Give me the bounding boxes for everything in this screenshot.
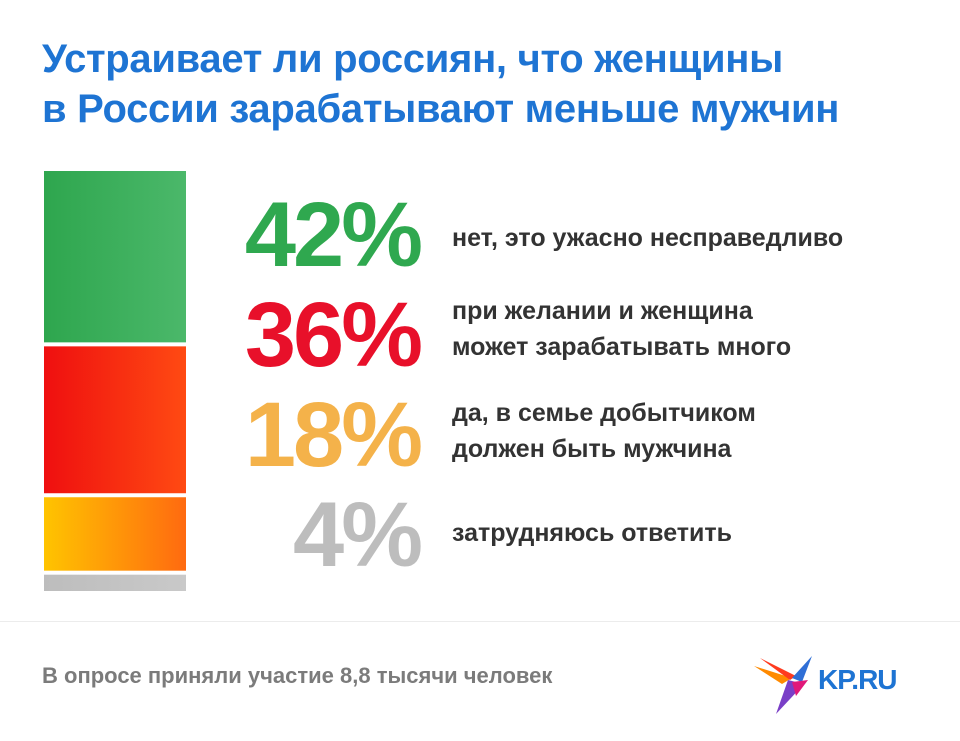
answer-label-2: при желании и женщина может зарабатывать… [452,293,932,365]
answer-label-4: затрудняюсь ответить [452,515,932,551]
bar-segment-no [44,171,186,343]
bar-segment-hard-to-say [44,574,186,591]
stacked-bar [44,171,186,591]
value-label-42: 42% [244,184,423,286]
footer-divider [0,621,960,622]
bar-segment-can-earn [44,346,186,494]
footer-note: В опросе приняли участие 8,8 тысячи чело… [42,663,553,688]
value-label-18: 18% [244,384,423,486]
bar-segment-yes [44,497,186,571]
value-label-4: 4% [293,484,423,586]
logo-text: KP.RU [818,664,898,695]
answer-label-2-line1: при желании и женщина [452,297,753,325]
chart-title-line2: в России зарабатывают меньше мужчин [42,87,840,131]
answer-label-4-line1: затрудняюсь ответить [452,519,732,547]
answer-label-3: да, в семье добытчиком должен быть мужчи… [452,395,932,467]
answer-label-3-line1: да, в семье добытчиком [452,399,756,427]
answer-label-3-line2: должен быть мужчина [452,435,732,463]
kp-bird-logo-icon [754,656,812,714]
chart-title: Устраивает ли россиян, что женщины в Рос… [42,34,942,134]
answer-label-1: нет, это ужасно несправедливо [452,220,932,256]
chart-title-line1: Устраивает ли россиян, что женщины [42,37,783,81]
answer-label-1-line1: нет, это ужасно несправедливо [452,224,844,252]
answer-label-2-line2: может зарабатывать много [452,333,792,361]
value-label-36: 36% [244,284,423,386]
